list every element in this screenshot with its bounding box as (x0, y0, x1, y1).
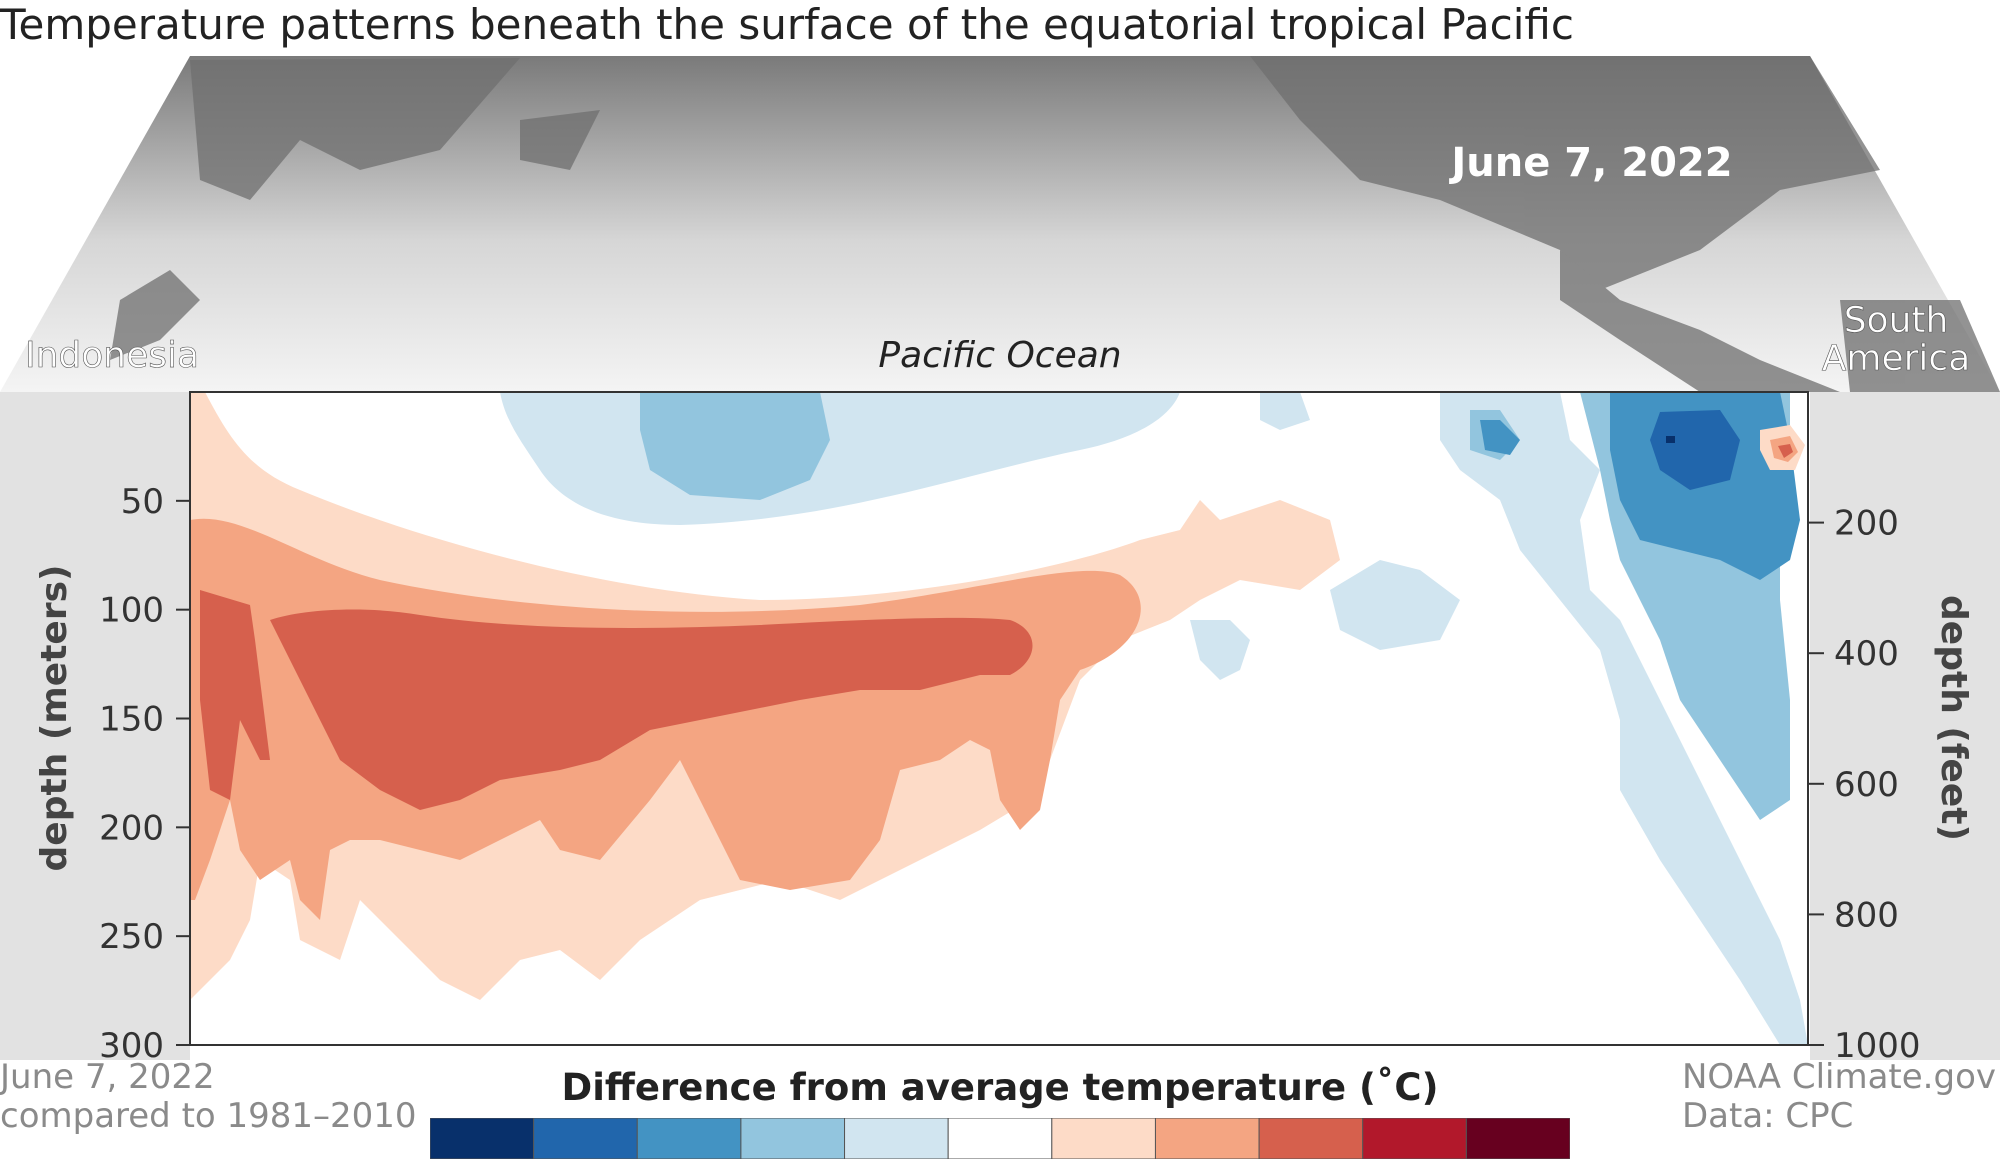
color-legend (430, 1118, 1570, 1159)
map-date-label: June 7, 2022 (1448, 140, 1732, 186)
warm-anomaly-level-3 (200, 590, 1033, 810)
legend-swatch (1362, 1118, 1467, 1159)
legend-swatch (1154, 1118, 1260, 1159)
footer-baseline: compared to 1981–2010 (0, 1096, 417, 1136)
right-axis-tick-label: 400 (1834, 634, 1899, 674)
legend-swatch (844, 1118, 949, 1159)
anomaly-contours (190, 392, 1808, 1045)
left-axis-tick-label: 150 (99, 700, 164, 740)
page-title: Temperature patterns beneath the surface… (0, 0, 1574, 49)
right-axis-title: depth (feet) (1933, 595, 1974, 841)
right-axis-tick-label: 600 (1834, 765, 1899, 805)
legend-swatch (636, 1118, 742, 1159)
map-label-south-america-1: South (1844, 300, 1949, 341)
cool-anomaly-level-5 (1666, 436, 1675, 443)
right-axis-tick-label: 200 (1834, 504, 1899, 544)
left-axis: 50 100 150 200 250 300 (99, 482, 190, 1060)
left-axis-tick-label: 50 (121, 482, 164, 522)
right-axis: 200 400 600 800 1000 (1808, 504, 1921, 1060)
legend-swatch (947, 1118, 1053, 1159)
footer-credit-source: NOAA Climate.gov (1681, 1057, 1996, 1097)
map-label-indonesia: Indonesia (25, 335, 199, 376)
map-label-south-america-2: America (1822, 338, 1971, 379)
right-axis-tick-label: 1000 (1834, 1026, 1921, 1060)
left-axis-tick-label: 200 (99, 808, 164, 848)
right-axis-tick-label: 800 (1834, 895, 1899, 935)
legend-title: Difference from average temperature (˚C) (561, 1066, 1439, 1109)
land-masses (110, 56, 2000, 392)
left-axis-title: depth (meters) (34, 565, 75, 872)
legend-swatch (740, 1118, 846, 1159)
legend-swatch (1465, 1118, 1570, 1159)
legend-swatch (533, 1118, 638, 1159)
cool-anomaly-level-4 (1650, 410, 1740, 490)
footer-credit-block: NOAA Climate.gov Data: CPC (1682, 1058, 1996, 1136)
legend-swatch (430, 1118, 535, 1159)
footer-date: June 7, 2022 (0, 1057, 215, 1097)
map-label-pacific-ocean: Pacific Ocean (878, 335, 1121, 376)
left-axis-panel (0, 392, 190, 1060)
right-axis-panel (1810, 392, 2000, 1060)
legend-swatch (1258, 1118, 1364, 1159)
warm-spot-east-center (1778, 444, 1793, 458)
cool-anomaly-level-1 (500, 392, 1808, 1045)
subsurface-chart: 50 100 150 200 250 300 200 400 600 800 1000 depth… (0, 56, 2000, 1060)
footer-credit-data: Data: CPC (1681, 1096, 1854, 1136)
legend-swatch (1051, 1118, 1156, 1159)
left-axis-tick-label: 250 (99, 917, 164, 957)
left-axis-tick-label: 100 (99, 591, 164, 631)
left-axis-tick-label: 300 (99, 1026, 164, 1060)
footer-date-block: June 7, 2022 compared to 1981–2010 (0, 1058, 417, 1136)
